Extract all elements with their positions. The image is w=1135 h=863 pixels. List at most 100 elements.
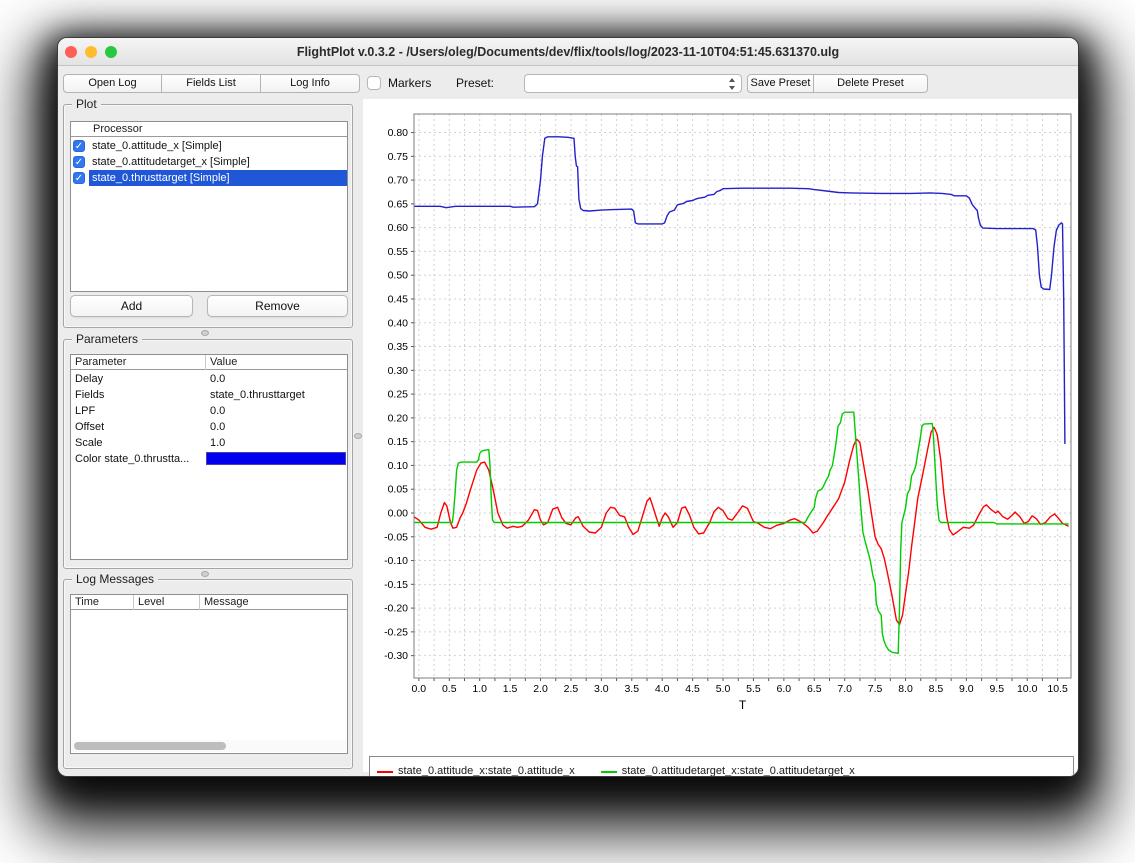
y-tick-label: 0.25 (388, 389, 409, 401)
parameter-row[interactable]: Delay 0.0 (71, 371, 347, 387)
x-tick-label: 6.0 (777, 683, 792, 695)
flight-chart[interactable]: 0.00.51.01.52.02.53.03.54.04.55.05.56.06… (363, 99, 1079, 749)
x-tick-label: 0.5 (442, 683, 457, 695)
toolbar: Open Log Fields List Log Info Markers Pr… (58, 67, 1078, 99)
y-tick-label: 0.30 (388, 365, 409, 377)
processor-row-label: state_0.thrusttarget [Simple] (89, 170, 347, 186)
color-swatch[interactable] (206, 452, 346, 465)
x-tick-label: 6.5 (807, 683, 822, 695)
parameter-name: Offset (71, 419, 104, 435)
log-messages-table[interactable]: Time Level Message (70, 594, 348, 754)
log-table-header: Time Level Message (71, 595, 347, 610)
legend-entry: state_0.attitude_x:state_0.attitude_x (377, 762, 575, 777)
parameters-table-header: Parameter Value (71, 355, 347, 370)
y-tick-label: 0.70 (388, 175, 409, 187)
save-preset-button[interactable]: Save Preset (747, 74, 814, 93)
x-tick-label: 1.0 (472, 683, 487, 695)
y-tick-label: -0.05 (384, 531, 408, 543)
preset-label: Preset: (456, 74, 494, 93)
parameter-row[interactable]: Fieldsstate_0.thrusttarget (71, 387, 347, 403)
y-tick-label: 0.55 (388, 246, 409, 258)
message-column-header: Message (199, 595, 347, 610)
log-table-hscrollbar-thumb[interactable] (74, 742, 226, 750)
open-log-button[interactable]: Open Log (63, 74, 162, 93)
log-info-button[interactable]: Log Info (261, 74, 360, 93)
parameter-row[interactable]: Scale 1.0 (71, 435, 347, 451)
checkmark-icon: ✓ (73, 156, 85, 168)
split-divider-handle-top[interactable] (201, 330, 209, 336)
y-tick-label: 0.10 (388, 460, 409, 472)
y-tick-label: 0.35 (388, 341, 409, 353)
flightplot-window: FlightPlot v.0.3.2 - /Users/oleg/Documen… (57, 37, 1079, 777)
combobox-stepper-icon[interactable] (728, 77, 737, 91)
x-tick-label: 5.0 (716, 683, 731, 695)
log-table-hscrollbar[interactable] (72, 740, 346, 752)
parameters-table[interactable]: Parameter Value Delay0.0Fieldsstate_0.th… (70, 354, 348, 560)
processor-row[interactable]: ✓ state_0.attitude_x [Simple] (71, 138, 347, 154)
row-checkbox[interactable]: ✓ (71, 154, 89, 170)
parameter-row[interactable]: LPF0.0 (71, 403, 347, 419)
row-checkbox[interactable]: ✓ (71, 138, 89, 154)
x-tick-label: 7.0 (837, 683, 852, 695)
y-tick-label: 0.40 (388, 317, 409, 329)
y-tick-label: 0.15 (388, 436, 409, 448)
parameter-value: 1.0 (205, 435, 225, 451)
parameter-value: 0.0 (205, 371, 225, 387)
parameters-group: Parameters Parameter Value Delay0.0Field… (63, 339, 353, 569)
y-tick-label: -0.15 (384, 579, 408, 591)
legend-line-marker (377, 771, 393, 773)
chart-legend: state_0.attitude_x:state_0.attitude_x sta… (369, 756, 1074, 777)
parameter-name: Scale (71, 435, 103, 451)
parameter-name: Fields (71, 387, 104, 403)
y-tick-label: 0.60 (388, 222, 409, 234)
parameter-name: Color state_0.thrustta... (71, 451, 205, 467)
row-checkbox[interactable]: ✓ (71, 170, 89, 186)
x-tick-label: 8.0 (898, 683, 913, 695)
screenshot-stage: FlightPlot v.0.3.2 - /Users/oleg/Documen… (0, 0, 1135, 863)
vertical-split-divider-handle[interactable] (354, 433, 362, 439)
add-button[interactable]: Add (70, 295, 193, 317)
x-tick-label: 3.5 (624, 683, 639, 695)
processor-row[interactable]: ✓state_0.thrusttarget [Simple] (71, 170, 347, 186)
processor-column-header: Processor (89, 122, 347, 137)
y-tick-label: 0.80 (388, 127, 409, 139)
y-tick-label: 0.45 (388, 293, 409, 305)
log-messages-group: Log Messages Time Level Message (63, 579, 353, 769)
x-tick-label: 1.5 (503, 683, 518, 695)
markers-checkbox[interactable] (367, 76, 381, 90)
value-column-header: Value (205, 355, 347, 370)
parameter-name: Delay (71, 371, 103, 387)
remove-button[interactable]: Remove (207, 295, 348, 317)
parameter-row[interactable]: Offset 0.0 (71, 419, 347, 435)
legend-line-marker (601, 771, 617, 773)
delete-preset-button[interactable]: Delete Preset (814, 74, 928, 93)
window-title: FlightPlot v.0.3.2 - /Users/oleg/Documen… (58, 38, 1078, 66)
fields-list-button[interactable]: Fields List (162, 74, 261, 93)
log-messages-group-title: Log Messages (72, 572, 158, 586)
parameter-value: 0.0 (205, 419, 225, 435)
y-tick-label: 0.75 (388, 151, 409, 163)
plot-group-title: Plot (72, 97, 101, 111)
preset-combobox[interactable] (524, 74, 742, 93)
time-column-header: Time (71, 595, 133, 610)
processor-row-label: state_0.attitude_x [Simple] (89, 138, 347, 154)
parameter-name: LPF (71, 403, 95, 419)
y-tick-label: 0.50 (388, 270, 409, 282)
split-divider-handle-bottom[interactable] (201, 571, 209, 577)
processor-table[interactable]: Processor ✓state_0.attitude_x [Simple]✓s… (70, 121, 348, 292)
processor-row-label: state_0.attitudetarget_x [Simple] (89, 154, 347, 170)
y-tick-label: 0.00 (388, 507, 409, 519)
parameter-color-row[interactable]: Color state_0.thrustta... (71, 451, 347, 467)
title-bar: FlightPlot v.0.3.2 - /Users/oleg/Documen… (58, 38, 1078, 66)
x-tick-label: 3.0 (594, 683, 609, 695)
level-column-header: Level (133, 595, 199, 610)
x-tick-label: 9.5 (989, 683, 1004, 695)
legend-label: state_0.attitude_x:state_0.attitude_x (398, 762, 575, 777)
parameters-group-title: Parameters (72, 332, 142, 346)
x-tick-label: 7.5 (868, 683, 883, 695)
processor-row[interactable]: ✓ state_0.attitudetarget_x [Simple] (71, 154, 347, 170)
x-tick-label: 0.0 (412, 683, 427, 695)
legend-label: state_0.attitudetarget_x:state_0.attitud… (622, 762, 855, 777)
y-tick-label: -0.30 (384, 650, 408, 662)
checkmark-icon: ✓ (73, 140, 85, 152)
